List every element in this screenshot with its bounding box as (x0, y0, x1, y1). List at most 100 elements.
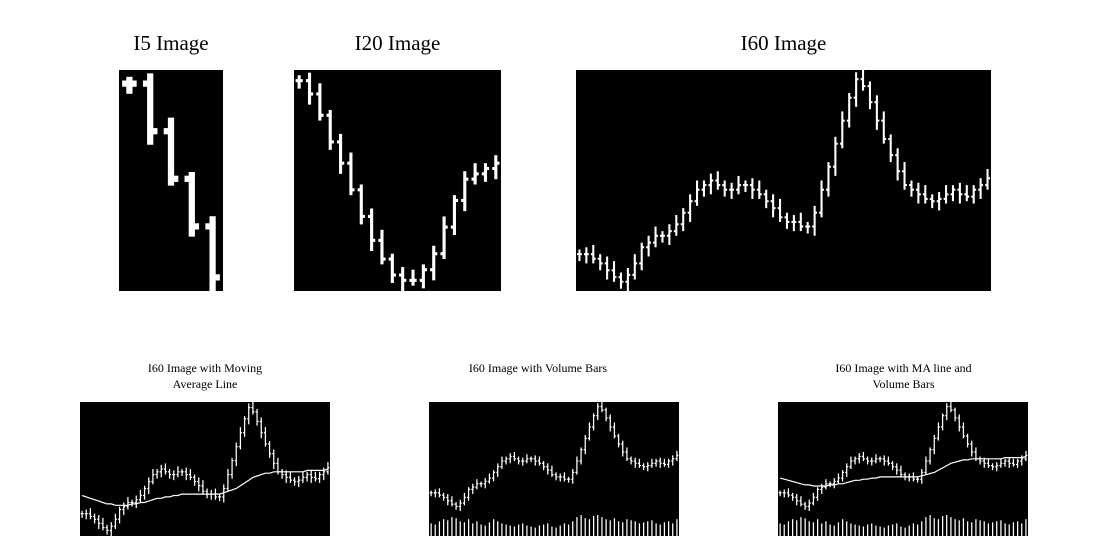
ohlc-bar (870, 457, 874, 466)
ohlc-bar (902, 162, 907, 190)
ohlc-bar (878, 456, 882, 463)
ohlc-bar (991, 463, 995, 471)
ohlc-bar (537, 456, 541, 466)
volume-bar (526, 525, 528, 536)
ohlc-bar (517, 456, 521, 465)
ohlc-bar (409, 269, 417, 286)
volume-bar (634, 521, 636, 536)
panel-title-i20: I20 Image (354, 31, 441, 55)
ohlc-bar (961, 422, 965, 439)
volume-bar (921, 521, 923, 536)
volume-bar (618, 521, 620, 536)
ohlc-bar (284, 470, 288, 483)
volume-bar (883, 527, 885, 536)
volume-bar (787, 521, 790, 536)
ohlc-bar (440, 216, 448, 260)
volume-bar (850, 523, 852, 536)
volume-bar (509, 525, 511, 536)
ohlc-bar (134, 495, 138, 509)
volume-bar (551, 526, 553, 536)
ohlc-bar (587, 422, 591, 441)
ohlc-bar (399, 267, 407, 291)
volume-bar (821, 523, 823, 536)
ohlc-bar (326, 462, 330, 475)
ohlc-bar (255, 408, 259, 426)
volume-bar (1012, 522, 1015, 536)
ohlc-bar (729, 182, 735, 199)
ohlc-bar (492, 155, 500, 180)
ohlc-bar (791, 492, 795, 501)
ohlc-bar (512, 451, 516, 462)
chart-panel-i60-volume (429, 402, 679, 536)
volume-bar (929, 515, 931, 536)
ohlc-bar (567, 476, 571, 483)
ohlc-bar (770, 194, 776, 218)
ohlc-bar (471, 483, 475, 494)
volume-bar (447, 520, 449, 536)
volume-bar (538, 525, 541, 536)
volume-bar (638, 523, 641, 536)
volume-bar (468, 519, 470, 536)
ohlc-bar (812, 205, 818, 236)
ohlc-bar (811, 492, 815, 506)
ohlc-bar (263, 427, 267, 447)
ohlc-bar (832, 136, 838, 176)
ohlc-bar (558, 473, 562, 482)
chart-i60 (577, 70, 990, 291)
volume-bar (904, 527, 906, 536)
ohlc-bar (857, 453, 861, 464)
ohlc-bar (953, 407, 957, 422)
volume-bar (829, 524, 831, 536)
volume-bar (875, 525, 877, 536)
volume-bar (900, 526, 902, 536)
ohlc-bar (280, 469, 284, 479)
ohlc-bar (1024, 450, 1028, 462)
ohlc-bar (625, 447, 629, 462)
volume-bar (518, 524, 520, 536)
volume-bar (505, 524, 507, 536)
volume-bar (908, 525, 910, 536)
volume-bar (476, 521, 478, 536)
ohlc-bar (142, 73, 158, 145)
volume-bar (792, 519, 794, 536)
ohlc-bar (442, 492, 446, 501)
ohlc-bar (458, 499, 462, 511)
volume-bar (534, 527, 536, 536)
volume-bar (862, 526, 865, 536)
ohlc-bar (874, 454, 878, 464)
ohlc-bar (642, 463, 646, 471)
ohlc-bar (193, 474, 197, 486)
ohlc-bar (197, 477, 201, 492)
ohlc-bar (1007, 457, 1011, 468)
ohlc-bar (251, 402, 255, 415)
ohlc-bar (881, 111, 887, 144)
volume-bar (817, 519, 819, 536)
ohlc-bar (462, 492, 466, 506)
volume-bar (975, 519, 977, 536)
ohlc-bar (666, 224, 672, 245)
volume-bar (555, 527, 557, 536)
ohlc-bar (799, 496, 803, 507)
volume-bar (887, 525, 890, 536)
ohlc-bar (163, 117, 179, 186)
volume-bar (543, 524, 545, 536)
ohlc-bar (368, 208, 376, 252)
ohlc-bar (205, 216, 220, 291)
ohlc-bar (778, 490, 782, 497)
ohlc-bar (1016, 458, 1020, 468)
ohlc-bar (637, 458, 641, 468)
ohlc-bar (646, 235, 652, 257)
volume-bar (434, 524, 436, 536)
volume-bar (808, 521, 810, 536)
volume-bar (630, 520, 632, 536)
ohlc-bar (736, 175, 741, 195)
volume-bar (580, 515, 582, 536)
ohlc-bar (882, 455, 886, 466)
ohlc-bar (1003, 458, 1007, 467)
panel-title-i5: I5 Image (133, 31, 209, 55)
ohlc-bar (450, 496, 454, 507)
volume-bar (455, 518, 457, 536)
ohlc-bar (504, 456, 508, 465)
volume-bar (1008, 524, 1010, 536)
ohlc-bar (496, 463, 500, 477)
